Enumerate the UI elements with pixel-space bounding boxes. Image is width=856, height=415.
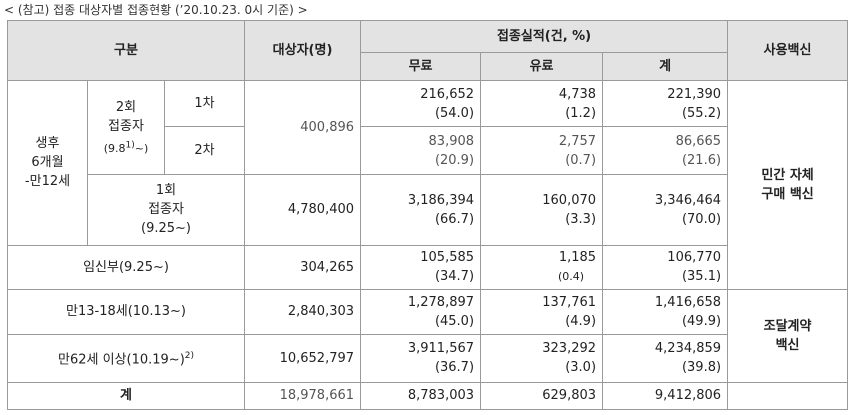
- age-62-label: 만62세 이상(10.19~): [58, 352, 185, 368]
- pct: (20.9): [434, 152, 475, 168]
- twice-target: 400,896: [244, 80, 362, 176]
- value: 2,757: [558, 133, 597, 149]
- header-category: 구분: [6, 19, 246, 82]
- pct: (39.8): [681, 360, 722, 376]
- once-total: 3,346,464 (70.0): [602, 174, 729, 246]
- pct: (36.7): [434, 360, 475, 376]
- once-paid: 160,070 (3.3): [480, 174, 604, 246]
- group-once: 1회 접종자 (9.25~): [86, 174, 246, 246]
- age-62-paid: 323,292 (3.0): [480, 333, 604, 383]
- pct: (0.7): [565, 152, 597, 168]
- grand-total-total: 9,412,806: [602, 381, 729, 411]
- age-13-18-total: 1,416,658 (49.9): [602, 288, 729, 335]
- value: 86,665: [675, 133, 722, 149]
- pct: (55.2): [681, 105, 722, 121]
- value: 1,185: [558, 250, 597, 266]
- twice-first-total: 221,390 (55.2): [602, 80, 729, 128]
- grand-total-free: 8,783,003: [360, 381, 482, 411]
- age-62-total: 4,234,859 (39.8): [602, 333, 729, 383]
- age-62-free: 3,911,567 (36.7): [360, 333, 482, 383]
- twice-since-start: (9.8: [103, 141, 126, 155]
- pct: (34.7): [434, 269, 475, 285]
- pct: (49.9): [681, 313, 722, 329]
- value: 216,652: [420, 86, 475, 102]
- twice-second-paid: 2,757 (0.7): [480, 126, 604, 176]
- twice-second-free: 83,908 (20.9): [360, 126, 482, 176]
- vaccine-private: 민간 자체 구매 백신: [727, 80, 849, 290]
- group-twice-label: 2회 접종자: [108, 99, 144, 134]
- value: 83,908: [428, 133, 475, 149]
- value: 160,070: [542, 192, 597, 208]
- once-free: 3,186,394 (66.7): [360, 174, 482, 246]
- footnote-1: 1): [125, 139, 135, 150]
- value: 323,292: [542, 341, 597, 357]
- grand-total-label: 계: [6, 381, 246, 411]
- grand-total-paid: 629,803: [480, 381, 604, 411]
- pct: (45.0): [434, 313, 475, 329]
- pct: (4.9): [565, 313, 597, 329]
- pregnant-free: 105,585 (34.7): [360, 244, 482, 290]
- pct: (54.0): [434, 105, 475, 121]
- value: 4,234,859: [654, 341, 722, 357]
- pct: (66.7): [434, 211, 475, 227]
- group-once-since: (9.25~): [141, 221, 191, 237]
- footnote-2: 2): [184, 351, 195, 362]
- pct: (1.2): [565, 105, 597, 121]
- value: 3,911,567: [407, 341, 475, 357]
- group-twice: 2회 접종자 (9.81)~): [87, 80, 165, 176]
- header-target: 대상자(명): [244, 19, 362, 82]
- header-performance: 접종실적(건, %): [360, 19, 729, 54]
- header-paid: 유료: [480, 52, 604, 82]
- group-twice-since: (9.81)~): [103, 139, 149, 155]
- vaccine-procured: 조달계약 백신: [727, 288, 849, 383]
- group-pregnant: 임신부(9.25~): [6, 244, 246, 290]
- header-free: 무료: [360, 52, 482, 82]
- grand-total-target: 18,978,661: [244, 381, 362, 411]
- pct: (21.6): [681, 152, 722, 168]
- table-caption: < (참고) 접종 대상자별 접종현황 (’20.10.23. 0시 기준) >: [4, 3, 308, 17]
- age-13-18-free: 1,278,897 (45.0): [360, 288, 482, 335]
- value: 3,346,464: [654, 192, 722, 208]
- once-target: 4,780,400: [244, 174, 362, 246]
- age-62-target: 10,652,797: [244, 333, 362, 383]
- group-once-label: 1회 접종자: [148, 183, 184, 218]
- pct: (35.1): [681, 269, 722, 285]
- pct: (70.0): [681, 211, 722, 227]
- group-age-62-plus: 만62세 이상(10.19~)2): [6, 333, 246, 383]
- dose-first: 1차: [163, 80, 246, 128]
- age-13-18-target: 2,840,303: [244, 288, 362, 335]
- twice-first-free: 216,652 (54.0): [360, 80, 482, 128]
- pregnant-target: 304,265: [244, 244, 362, 290]
- pct: (3.0): [565, 360, 597, 376]
- value: 1,278,897: [407, 294, 475, 310]
- value: 105,585: [420, 250, 475, 266]
- twice-second-total: 86,665 (21.6): [602, 126, 729, 176]
- twice-since-tail: ~): [134, 141, 149, 155]
- value: 106,770: [667, 250, 722, 266]
- value: 221,390: [667, 86, 722, 102]
- value: 137,761: [542, 294, 597, 310]
- group-age-6m-12y: 생후 6개월 -만12세: [7, 80, 88, 246]
- grand-total-vaccine-empty: [727, 381, 849, 411]
- pct: (0.4): [557, 270, 585, 284]
- header-vaccine: 사용백신: [727, 19, 849, 82]
- twice-first-paid: 4,738 (1.2): [480, 80, 604, 128]
- value: 1,416,658: [654, 294, 722, 310]
- pct: (3.3): [565, 211, 597, 227]
- pregnant-total: 106,770 (35.1): [602, 244, 729, 290]
- dose-second: 2차: [163, 126, 246, 176]
- value: 4,738: [558, 86, 597, 102]
- value: 3,186,394: [407, 192, 475, 208]
- pregnant-paid: 1,185 (0.4): [480, 244, 604, 290]
- age-13-18-paid: 137,761 (4.9): [480, 288, 604, 335]
- header-total: 계: [602, 52, 729, 82]
- group-age-13-18: 만13-18세(10.13~): [6, 288, 246, 335]
- vaccination-status-table: 구분 대상자(명) 접종실적(건, %) 사용백신 무료 유료 계 생후 6개월…: [6, 19, 849, 411]
